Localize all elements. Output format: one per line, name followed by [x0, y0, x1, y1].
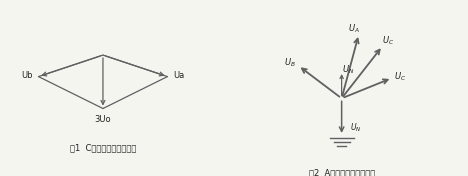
Text: Ua: Ua — [174, 71, 185, 80]
Text: $U_C$: $U_C$ — [394, 70, 406, 83]
Text: Ub: Ub — [21, 71, 32, 80]
Text: $U_B$: $U_B$ — [284, 57, 296, 69]
Text: $U_A$: $U_A$ — [348, 22, 360, 35]
Text: $U_N$: $U_N$ — [350, 121, 362, 134]
Text: 图2  A相接地时电压向量图: 图2 A相接地时电压向量图 — [308, 168, 375, 176]
Text: $U_C$: $U_C$ — [382, 35, 394, 47]
Text: 3Uo: 3Uo — [95, 115, 111, 124]
Text: $U_N$: $U_N$ — [342, 64, 354, 76]
Text: 图1  C相断相时电压向量图: 图1 C相断相时电压向量图 — [70, 143, 136, 152]
